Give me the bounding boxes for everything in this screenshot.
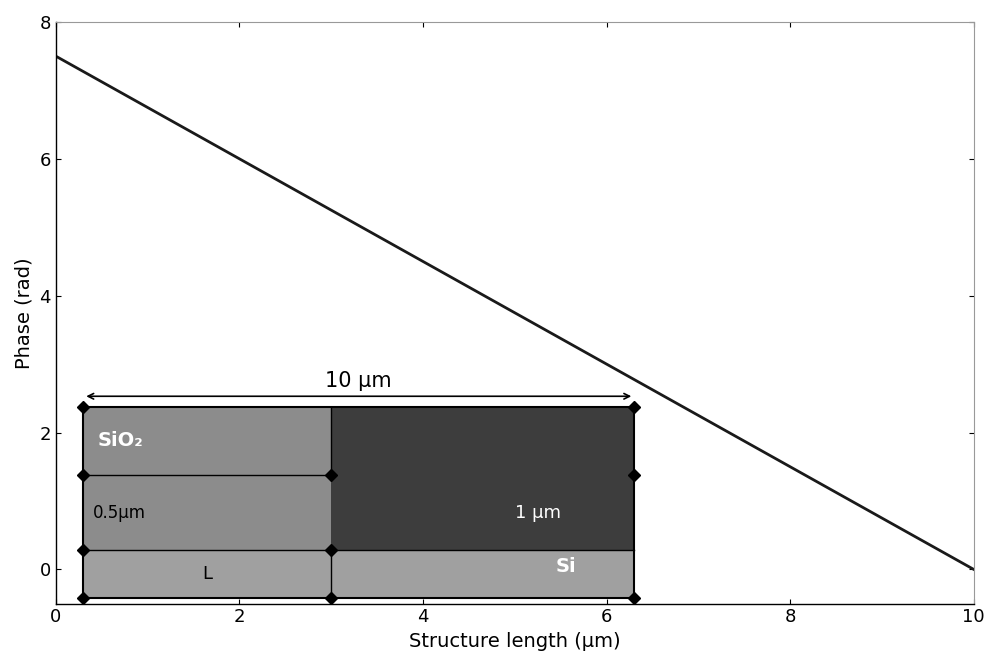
Text: L: L xyxy=(202,565,212,583)
Text: SiO₂: SiO₂ xyxy=(97,432,143,450)
Text: 10 μm: 10 μm xyxy=(325,371,392,391)
X-axis label: Structure length (μm): Structure length (μm) xyxy=(409,632,621,651)
Bar xyxy=(83,550,634,598)
Bar xyxy=(83,406,634,598)
Bar xyxy=(83,550,331,598)
Bar xyxy=(83,406,634,598)
Bar xyxy=(331,406,634,598)
Y-axis label: Phase (rad): Phase (rad) xyxy=(15,257,34,368)
Text: 0.5μm: 0.5μm xyxy=(93,503,146,521)
Text: Si: Si xyxy=(556,557,577,576)
Text: 1 μm: 1 μm xyxy=(515,503,561,521)
